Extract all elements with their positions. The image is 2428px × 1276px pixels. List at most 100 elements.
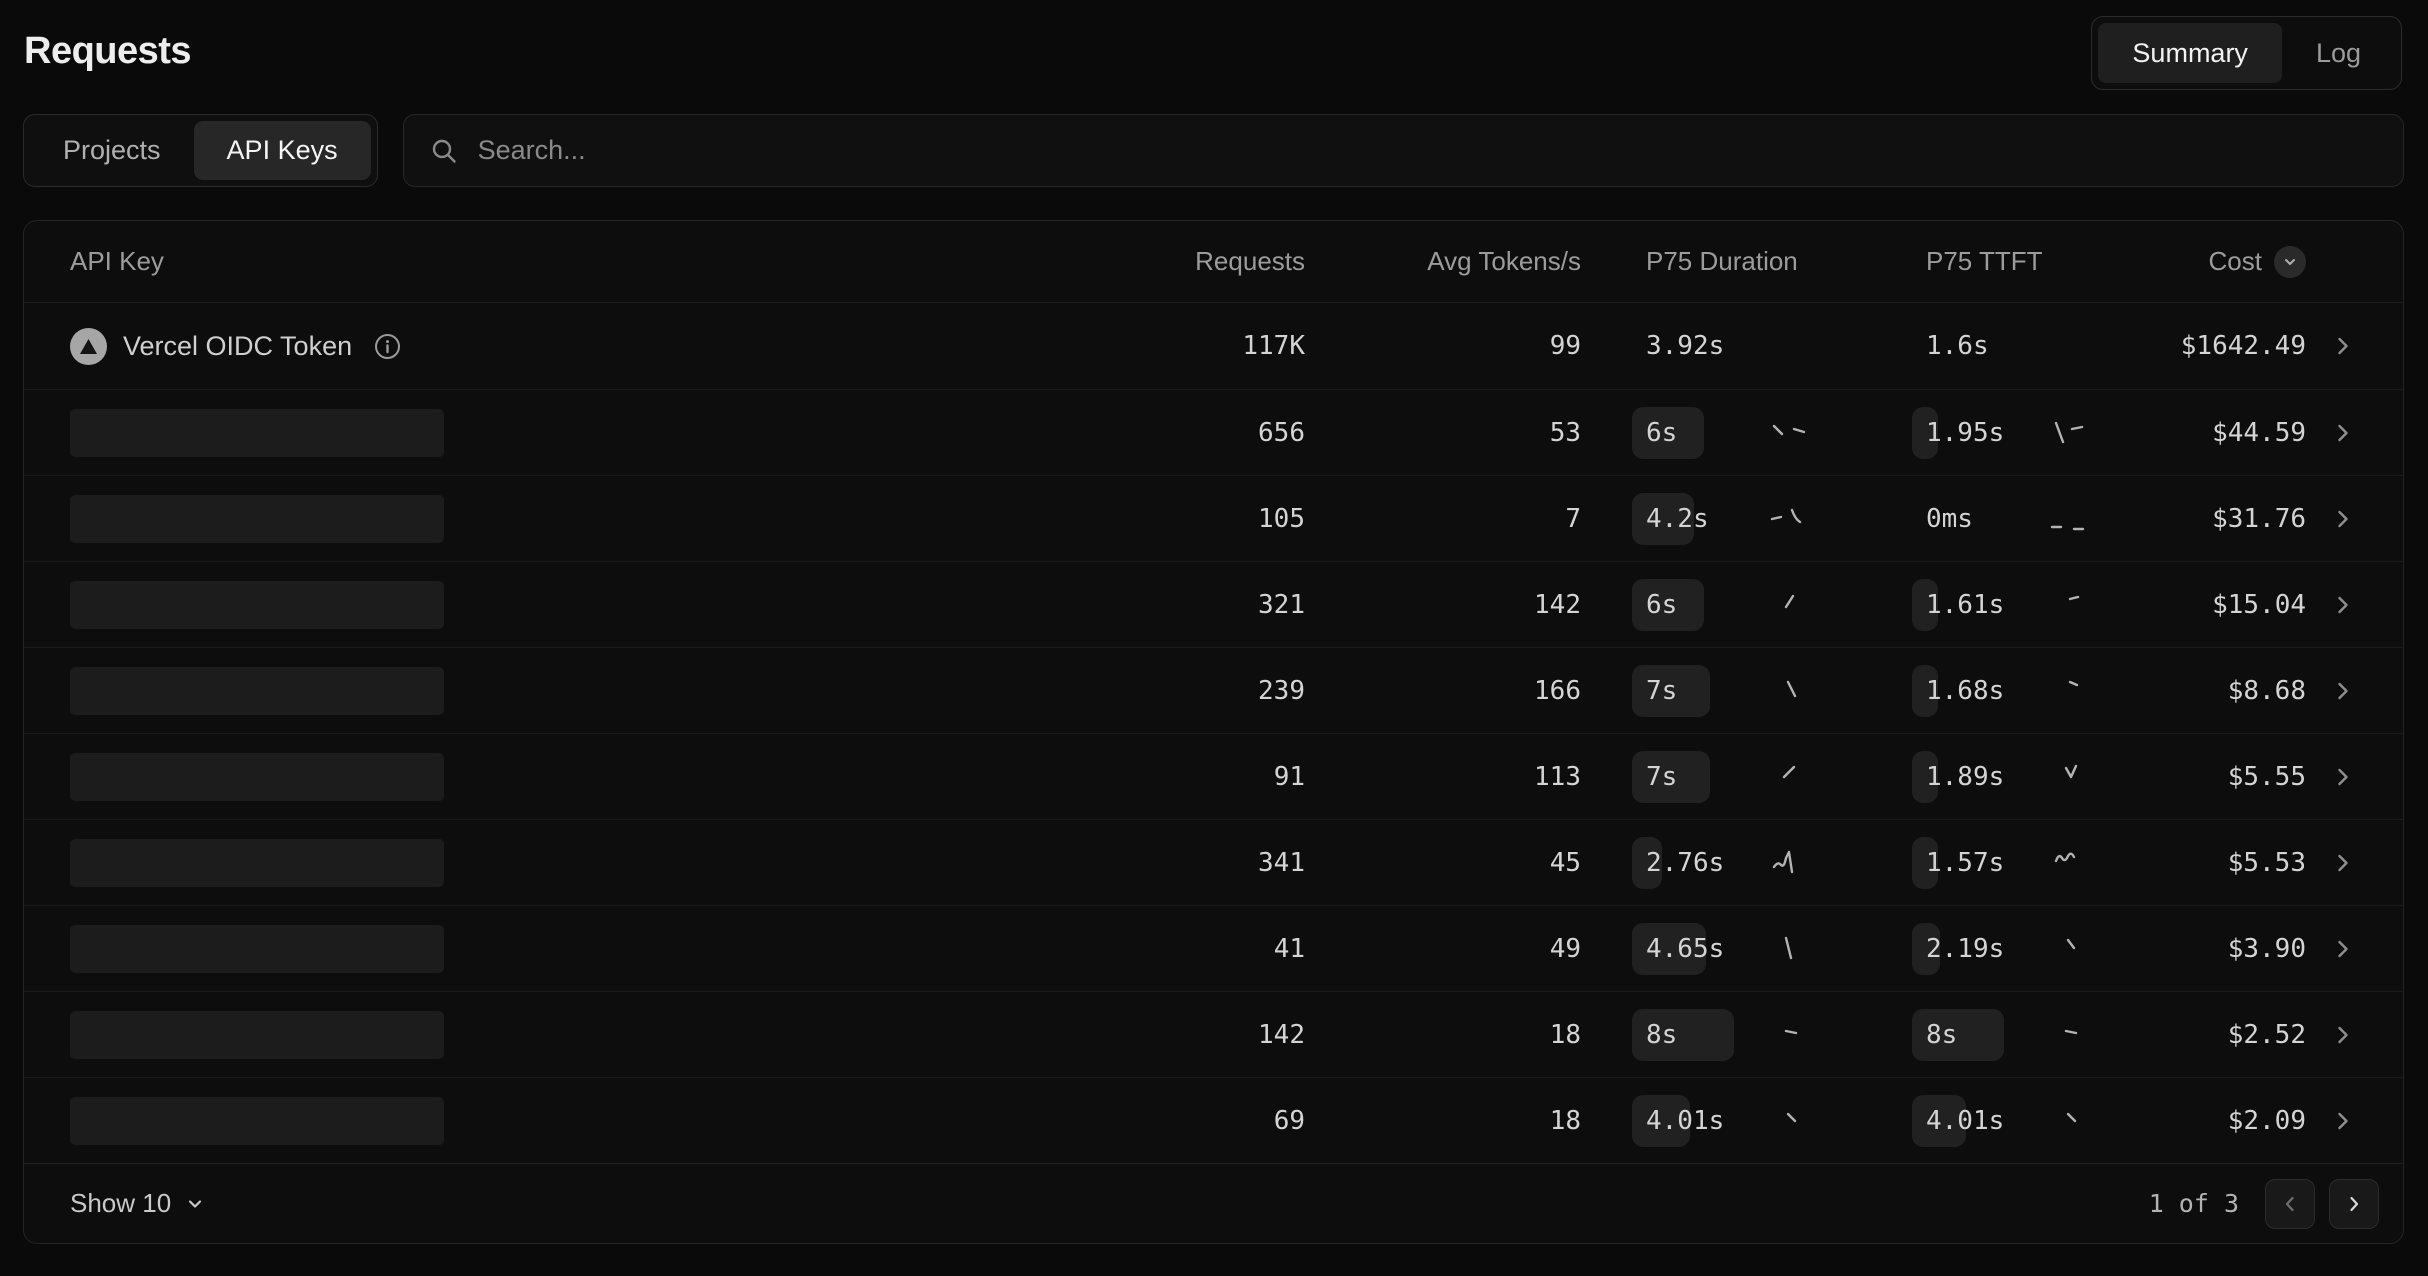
table-row[interactable]: 341 45 2.76s 1.57s $5.53	[24, 819, 2403, 905]
toggle-summary[interactable]: Summary	[2098, 23, 2282, 83]
row-detail-link[interactable]	[2306, 852, 2379, 874]
row-detail-link[interactable]	[2306, 1024, 2379, 1046]
ttft-sparkline	[2068, 680, 2079, 686]
column-header-p75-ttft: P75 TTFT	[1926, 246, 2043, 276]
table-row[interactable]: 105 7 4.2s 0ms $31.76	[24, 475, 2403, 561]
p75-duration-cell: 7s	[1632, 664, 1926, 717]
api-key-cell: Vercel OIDC Token	[70, 327, 1065, 365]
requests-cell: 117K	[1242, 331, 1305, 361]
redacted-api-key	[70, 1010, 444, 1059]
prev-page-button[interactable]	[2265, 1178, 2315, 1229]
show-per-page-label: Show 10	[70, 1188, 172, 1218]
chevron-right-icon	[2337, 940, 2348, 957]
row-detail-link[interactable]	[2306, 1110, 2379, 1132]
p75-ttft-cell: 1.68s	[1912, 664, 2156, 717]
chevron-right-icon	[2337, 596, 2348, 613]
duration-sparkline	[1784, 1029, 1798, 1034]
api-key-cell	[70, 1010, 1065, 1059]
duration-sparkline	[1770, 508, 1802, 523]
api-key-cell	[70, 408, 1065, 457]
table-footer: Show 10 1 of 3	[24, 1163, 2403, 1243]
requests-cell: 656	[1258, 417, 1305, 448]
cost-cell: $44.59	[2212, 417, 2306, 448]
chevron-right-icon	[2337, 768, 2348, 785]
requests-cell: 239	[1258, 675, 1305, 706]
cost-cell: $5.53	[2227, 847, 2306, 878]
next-page-button[interactable]	[2329, 1178, 2379, 1229]
row-detail-link[interactable]	[2306, 594, 2379, 616]
api-key-cell	[70, 924, 1065, 973]
tab-api-keys[interactable]: API Keys	[193, 121, 371, 180]
requests-cell: 341	[1258, 847, 1305, 878]
p75-ttft-cell: 2.19s	[1912, 922, 2156, 975]
redacted-api-key	[70, 838, 444, 887]
table-row[interactable]: 142 18 8s 8s $2.52	[24, 991, 2403, 1077]
requests-cell: 105	[1258, 503, 1305, 534]
avg-tokens-cell: 166	[1534, 675, 1581, 706]
p75-duration-cell: 3.92s	[1646, 331, 1725, 361]
p75-duration-cell: 6s	[1632, 406, 1926, 459]
chevron-right-icon	[2337, 854, 2348, 871]
pagination: 1 of 3	[2148, 1178, 2379, 1229]
row-detail-link[interactable]	[2306, 508, 2379, 530]
p75-duration-cell: 8s	[1632, 1008, 1926, 1061]
cost-cell: $1642.49	[2180, 331, 2306, 361]
info-icon[interactable]	[374, 333, 401, 360]
cost-sort-button[interactable]	[2274, 245, 2306, 278]
ttft-sparkline	[2054, 852, 2076, 862]
p75-duration-cell: 4.65s	[1632, 922, 1926, 975]
row-detail-link[interactable]	[2306, 938, 2379, 960]
api-key-name: Vercel OIDC Token	[123, 330, 353, 361]
table-row[interactable]: 91 113 7s 1.89s $5.55	[24, 733, 2403, 819]
cost-cell: $2.52	[2227, 1019, 2306, 1050]
cost-cell: $8.68	[2227, 675, 2306, 706]
chevron-right-icon	[2337, 1026, 2348, 1043]
p75-duration-cell: 2.76s	[1632, 836, 1926, 889]
page-status: 1 of 3	[2148, 1189, 2239, 1218]
row-detail-link[interactable]	[2306, 766, 2379, 788]
table-row[interactable]: 41 49 4.65s 2.19s $3.90	[24, 905, 2403, 991]
tab-projects[interactable]: Projects	[30, 121, 194, 180]
api-key-cell	[70, 1096, 1065, 1145]
chevron-right-icon	[2350, 1196, 2359, 1211]
redacted-api-key	[70, 580, 444, 629]
chevron-down-icon	[189, 1199, 202, 1208]
ttft-sparkline	[2066, 938, 2076, 949]
row-detail-link[interactable]	[2306, 422, 2379, 444]
ttft-sparkline	[2064, 764, 2078, 778]
chevron-right-icon	[2337, 682, 2348, 699]
show-per-page-select[interactable]: Show 10	[70, 1188, 205, 1219]
table-row[interactable]: 321 142 6s 1.61s $15.04	[24, 561, 2403, 647]
chevron-right-icon	[2337, 1112, 2348, 1129]
table-row[interactable]: Vercel OIDC Token 117K 99 3.92s 1.6s $16…	[24, 303, 2403, 389]
p75-ttft-cell: 1.61s	[1912, 578, 2156, 631]
row-detail-link[interactable]	[2306, 680, 2379, 702]
p75-ttft-cell: 1.57s	[1912, 836, 2156, 889]
p75-ttft-cell: 1.89s	[1912, 750, 2156, 803]
duration-sparkline	[1782, 765, 1796, 778]
table-row[interactable]: 656 53 6s 1.95s $44.59	[24, 389, 2403, 475]
cost-cell: $15.04	[2212, 589, 2306, 620]
search-input[interactable]	[477, 135, 2403, 166]
chevron-left-icon	[2285, 1196, 2294, 1211]
row-detail-link[interactable]	[2306, 335, 2379, 357]
api-keys-table-card: API Key Requests Avg Tokens/s P75 Durati…	[23, 220, 2404, 1244]
duration-sparkline	[1784, 594, 1795, 608]
duration-sparkline	[1786, 680, 1797, 697]
chevron-right-icon	[2337, 424, 2348, 441]
table-header-row: API Key Requests Avg Tokens/s P75 Durati…	[24, 221, 2403, 303]
avg-tokens-cell: 142	[1534, 589, 1581, 620]
duration-sparkline	[1772, 850, 1794, 873]
redacted-api-key	[70, 408, 444, 457]
column-header-api-key: API Key	[70, 246, 164, 276]
requests-cell: 321	[1258, 589, 1305, 620]
filter-bar: Projects API Keys	[23, 114, 2404, 187]
requests-cell: 91	[1273, 761, 1305, 792]
cost-cell: $2.09	[2227, 1105, 2306, 1136]
requests-cell: 142	[1258, 1019, 1305, 1050]
table-row[interactable]: 239 166 7s 1.68s $8.68	[24, 647, 2403, 733]
api-key-cell	[70, 666, 1065, 715]
table-row[interactable]: 69 18 4.01s 4.01s $2.09	[24, 1077, 2403, 1163]
toggle-log[interactable]: Log	[2282, 23, 2395, 83]
search-box[interactable]	[402, 114, 2404, 187]
